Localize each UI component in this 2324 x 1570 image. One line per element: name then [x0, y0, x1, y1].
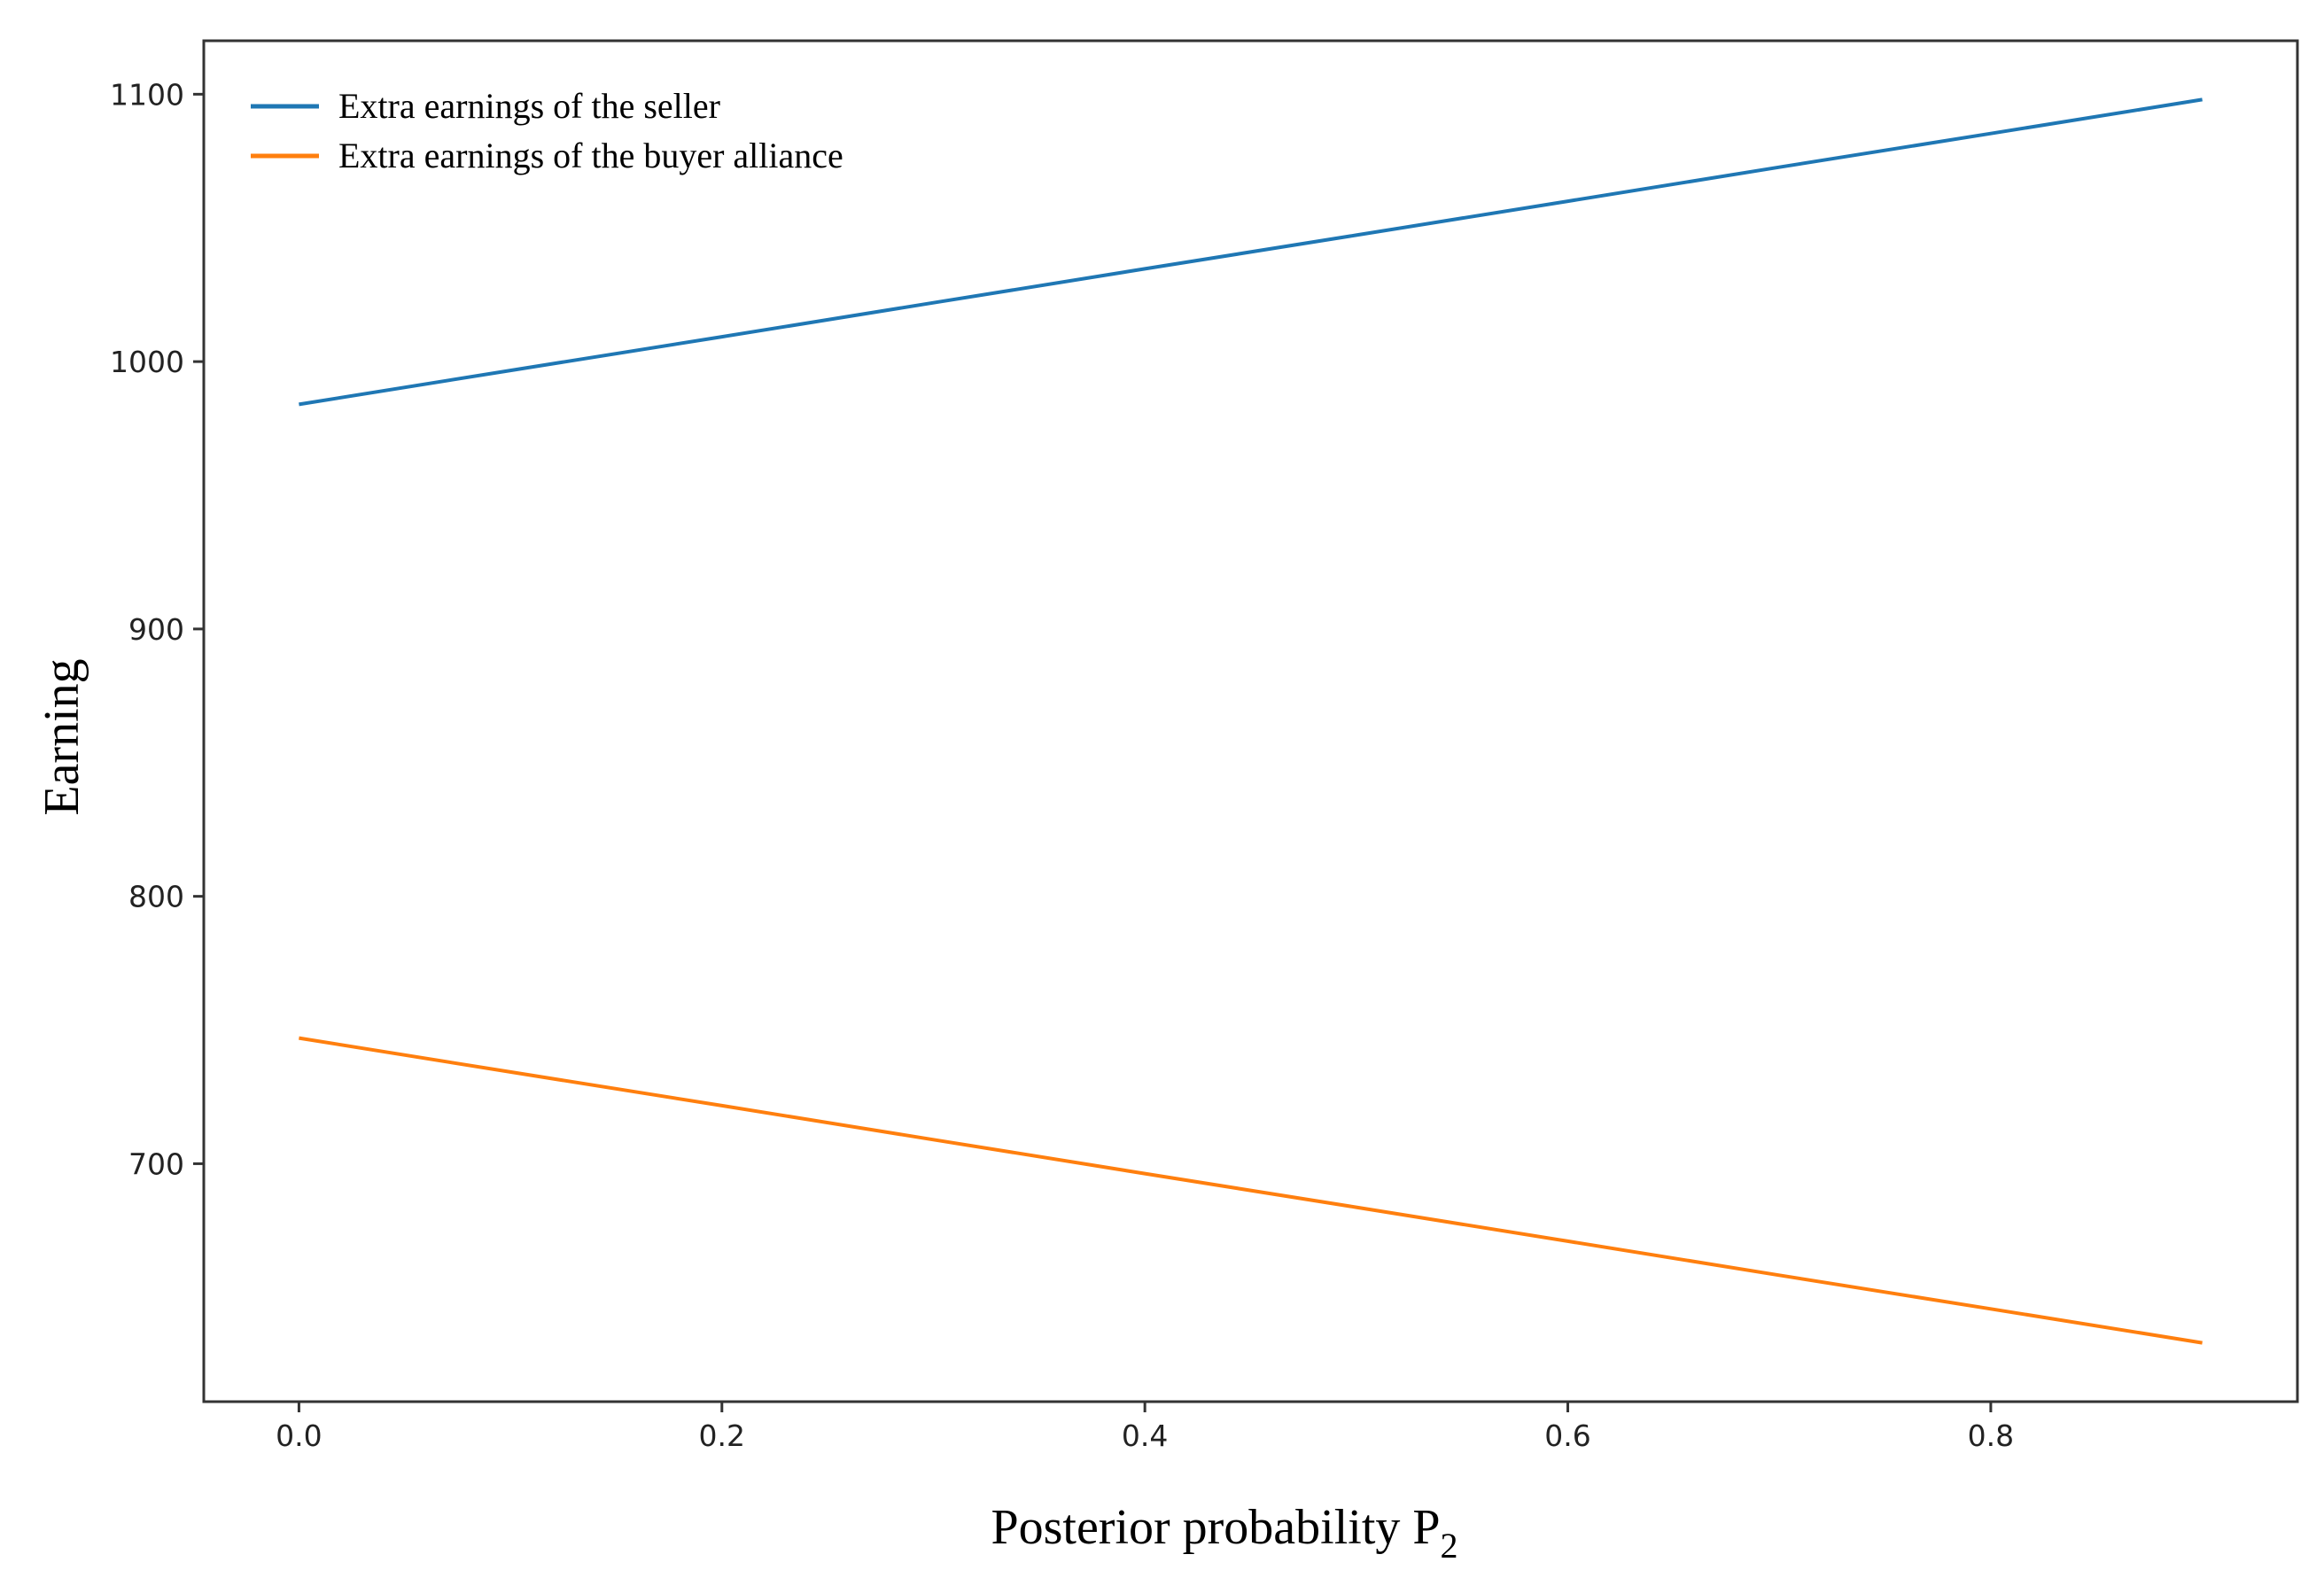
legend-label: Extra earnings of the seller [338, 86, 720, 126]
x-axis-title-subscript: 2 [1441, 1526, 1458, 1566]
x-axis-title-text: Posterior probability P [991, 1500, 1440, 1555]
series-line-buyer-alliance [299, 1036, 2203, 1345]
y-tick-label: 800 [128, 880, 184, 914]
legend-label: Extra earnings of the buyer alliance [338, 136, 843, 175]
series-layer [299, 97, 2203, 1345]
x-axis-title: Posterior probability P2 [991, 1500, 1457, 1566]
y-axis: 700 800 900 1000 1100 [110, 77, 204, 1181]
y-tick-label: 1100 [110, 77, 184, 112]
y-tick-label: 700 [128, 1146, 184, 1181]
plot-area-frame [202, 39, 2299, 1403]
x-tick-label: 0.2 [699, 1418, 745, 1453]
series-line-seller [299, 97, 2203, 407]
y-tick-label: 1000 [110, 345, 184, 379]
x-tick-label: 0.6 [1544, 1418, 1590, 1453]
x-tick-label: 0.4 [1122, 1418, 1168, 1453]
y-tick-label: 900 [128, 612, 184, 647]
legend: Extra earnings of the seller Extra earnin… [251, 86, 843, 175]
x-axis: 0.0 0.2 0.4 0.6 0.8 [276, 1402, 2014, 1453]
x-tick-label: 0.8 [1968, 1418, 2014, 1453]
x-tick-label: 0.0 [276, 1418, 322, 1453]
y-axis-title: Earning [35, 658, 89, 815]
